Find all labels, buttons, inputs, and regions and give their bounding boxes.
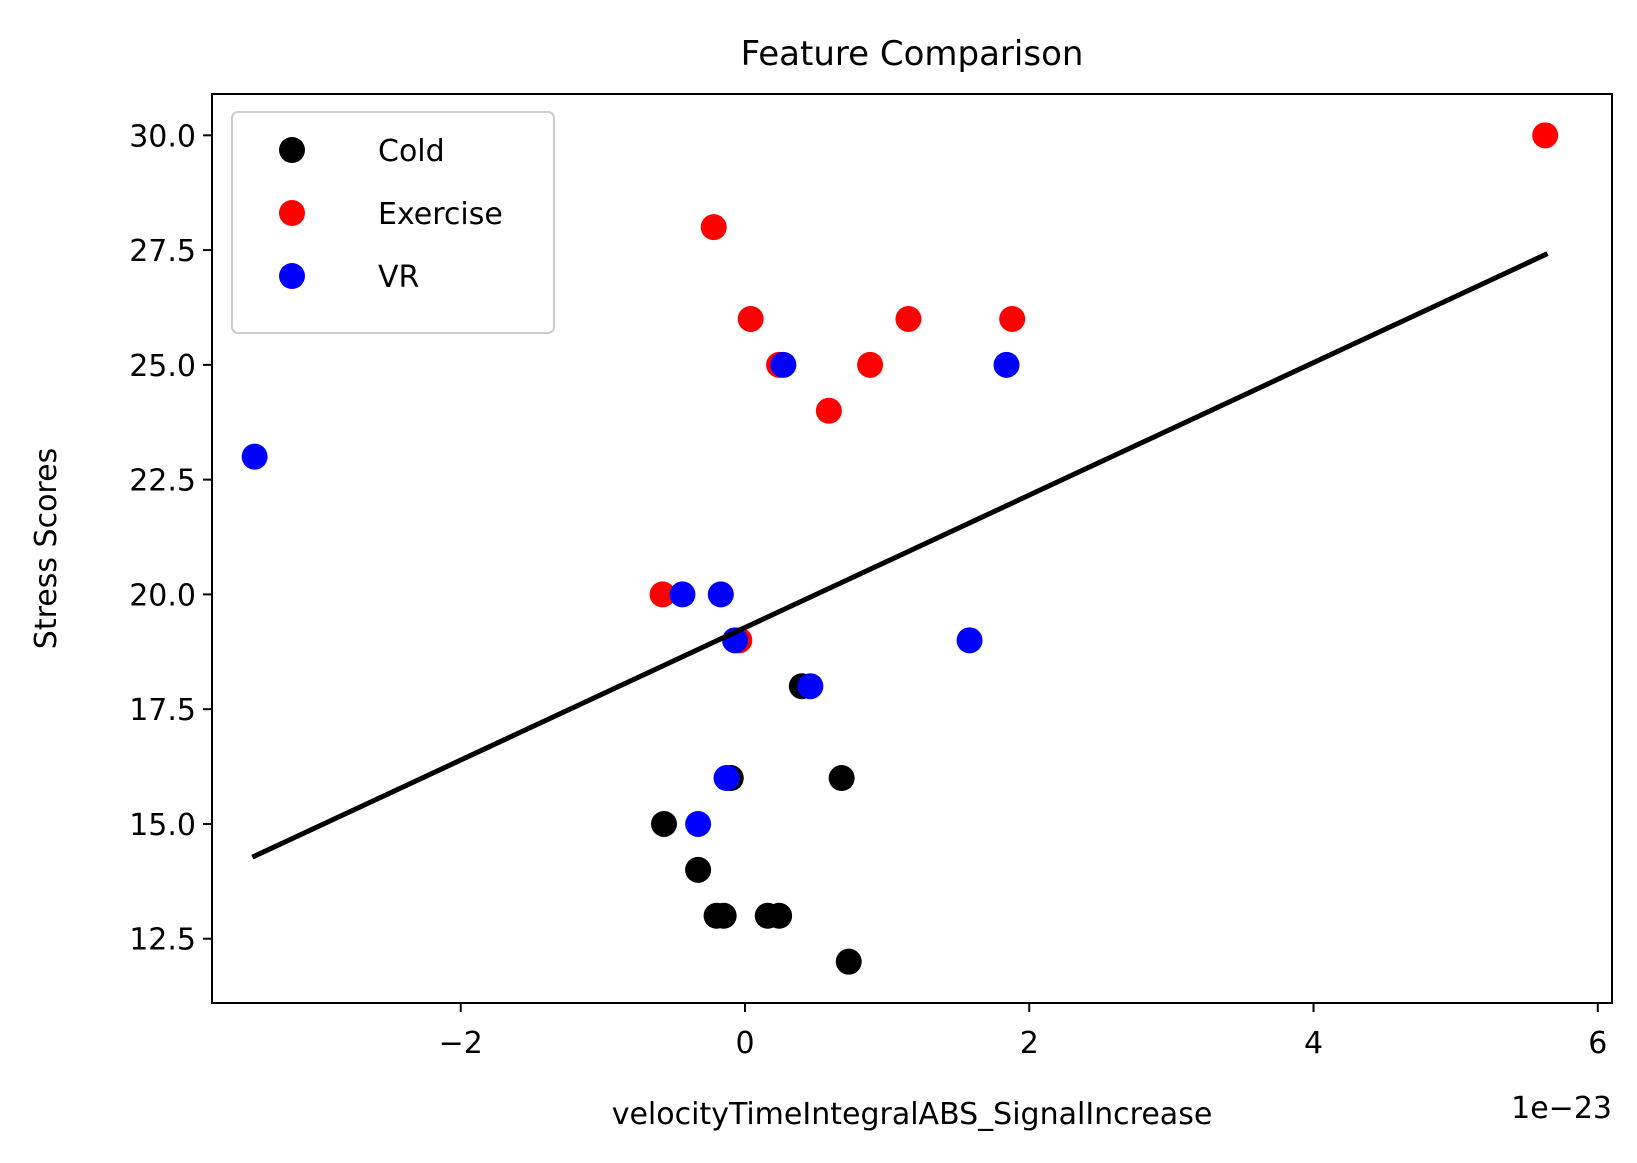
x-tick-label: 4 bbox=[1304, 1026, 1323, 1061]
point-exercise bbox=[700, 214, 727, 241]
x-tick-label: 2 bbox=[1020, 1026, 1039, 1061]
x-tick-label: 6 bbox=[1588, 1026, 1607, 1061]
legend: Cold Exercise VR bbox=[231, 111, 555, 334]
chart-title: Feature Comparison bbox=[741, 34, 1084, 74]
point-vr bbox=[669, 581, 696, 608]
point-vr bbox=[993, 351, 1020, 378]
point-cold bbox=[710, 902, 737, 929]
point-vr bbox=[685, 810, 712, 837]
plot-frame bbox=[211, 93, 1613, 1004]
y-tick-label: 17.5 bbox=[129, 693, 196, 728]
point-cold bbox=[835, 948, 862, 975]
point-vr bbox=[241, 443, 268, 470]
x-tick-label: 0 bbox=[735, 1026, 754, 1061]
x-axis-label: velocityTimeIntegralABS_SignalIncrease bbox=[612, 1097, 1213, 1132]
point-vr bbox=[713, 765, 740, 792]
point-exercise bbox=[649, 581, 676, 608]
legend-label: Exercise bbox=[378, 197, 503, 232]
legend-marker-cold bbox=[279, 137, 305, 163]
point-exercise bbox=[737, 305, 764, 332]
legend-marker-vr bbox=[279, 263, 305, 289]
point-exercise bbox=[1532, 122, 1559, 149]
y-tick-label: 27.5 bbox=[129, 234, 196, 269]
data-points-layer bbox=[241, 122, 1559, 975]
point-cold bbox=[828, 765, 855, 792]
point-cold bbox=[685, 856, 712, 883]
point-exercise bbox=[895, 305, 922, 332]
point-vr bbox=[956, 627, 983, 654]
point-exercise bbox=[999, 305, 1026, 332]
y-tick-label: 20.0 bbox=[129, 578, 196, 613]
fit-line-layer bbox=[251, 251, 1549, 860]
legend-marker-exercise bbox=[279, 200, 305, 226]
x-tick-label: −2 bbox=[439, 1026, 483, 1061]
point-vr bbox=[770, 351, 797, 378]
legend-label: VR bbox=[378, 260, 419, 295]
legend-label: Cold bbox=[378, 134, 445, 169]
y-axis-ticks: 12.5 15.0 17.5 20.0 22.5 25.0 27.5 30.0 bbox=[129, 119, 212, 958]
y-axis-label: Stress Scores bbox=[29, 448, 64, 649]
x-axis-offset-label: 1e−23 bbox=[1511, 1091, 1612, 1126]
point-exercise bbox=[815, 397, 842, 424]
legend-box bbox=[231, 111, 555, 334]
point-vr bbox=[707, 581, 734, 608]
regression-line bbox=[251, 251, 1549, 860]
y-tick-label: 25.0 bbox=[129, 349, 196, 384]
x-axis-ticks: −2 0 2 4 6 bbox=[439, 1003, 1607, 1061]
point-exercise bbox=[857, 351, 884, 378]
y-tick-label: 15.0 bbox=[129, 808, 196, 843]
y-tick-label: 22.5 bbox=[129, 464, 196, 499]
point-cold bbox=[650, 810, 677, 837]
point-vr bbox=[797, 673, 824, 700]
y-tick-label: 30.0 bbox=[129, 119, 196, 154]
y-tick-label: 12.5 bbox=[129, 923, 196, 958]
point-cold bbox=[766, 902, 793, 929]
